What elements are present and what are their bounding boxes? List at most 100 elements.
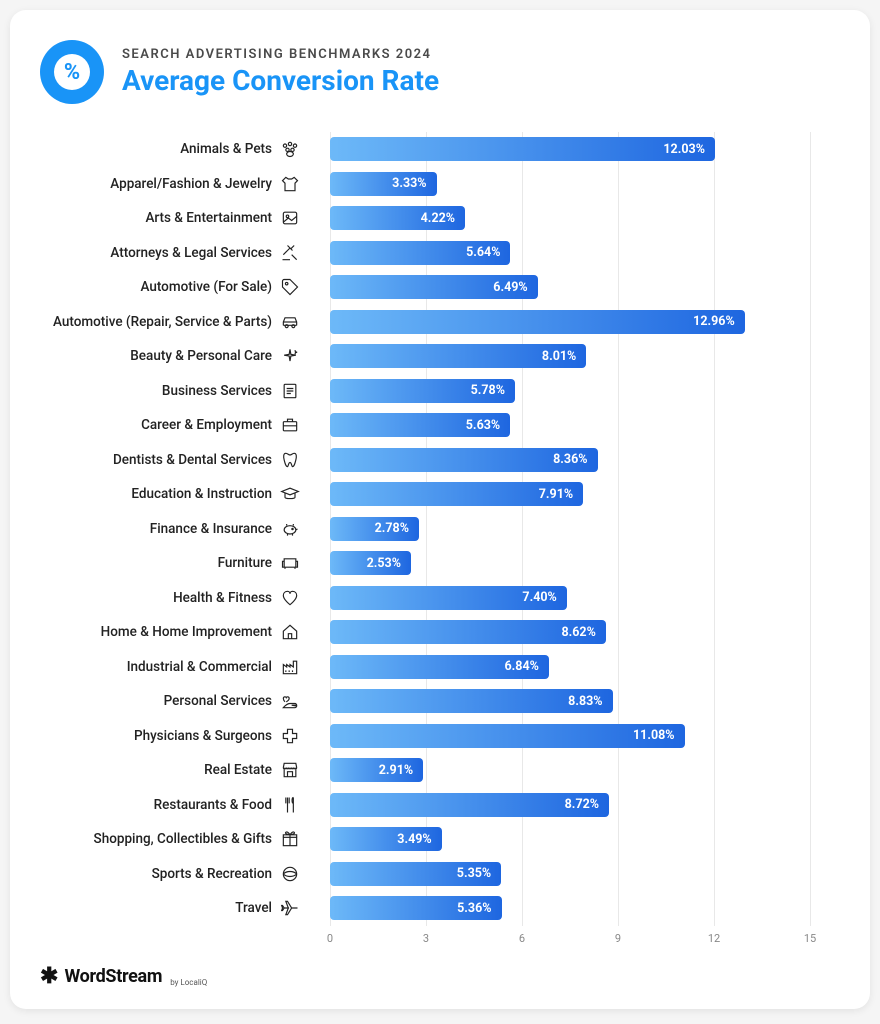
chart-row: Career & Employment 5.63% bbox=[330, 408, 810, 443]
bar-track: 8.01% bbox=[330, 339, 810, 374]
bar: 5.64% bbox=[330, 241, 510, 265]
chart-row: Shopping, Collectibles & Gifts 3.49% bbox=[330, 822, 810, 857]
bar-value: 6.84% bbox=[504, 659, 538, 674]
bar-value: 3.49% bbox=[397, 832, 431, 847]
bar-value: 2.78% bbox=[375, 521, 409, 536]
row-label-area: Home & Home Improvement bbox=[40, 615, 300, 650]
row-label-area: Attorneys & Legal Services bbox=[40, 236, 300, 271]
image-icon bbox=[280, 208, 300, 228]
category-label: Shopping, Collectibles & Gifts bbox=[94, 831, 272, 847]
bar-value: 2.91% bbox=[379, 763, 413, 778]
bar-track: 5.36% bbox=[330, 891, 810, 926]
category-label: Dentists & Dental Services bbox=[113, 452, 272, 468]
plane-icon bbox=[280, 898, 300, 918]
chart-row: Physicians & Surgeons 11.08% bbox=[330, 719, 810, 754]
bar-value: 7.91% bbox=[539, 487, 573, 502]
category-label: Attorneys & Legal Services bbox=[110, 245, 272, 261]
bar-track: 8.72% bbox=[330, 788, 810, 823]
chart-row: Automotive (For Sale) 6.49% bbox=[330, 270, 810, 305]
chart-row: Finance & Insurance 2.78% bbox=[330, 512, 810, 547]
gridline bbox=[810, 132, 811, 926]
document-icon bbox=[280, 381, 300, 401]
bar-track: 7.40% bbox=[330, 581, 810, 616]
row-label-area: Restaurants & Food bbox=[40, 788, 300, 823]
infographic-card: % SEARCH ADVERTISING BENCHMARKS 2024 Ave… bbox=[10, 10, 870, 1009]
bar-value: 12.03% bbox=[663, 142, 705, 157]
bar: 2.78% bbox=[330, 517, 419, 541]
home-icon bbox=[280, 622, 300, 642]
bar-value: 8.01% bbox=[542, 349, 576, 364]
factory-icon bbox=[280, 657, 300, 677]
bar: 5.36% bbox=[330, 896, 502, 920]
category-label: Career & Employment bbox=[141, 417, 272, 433]
row-label-area: Apparel/Fashion & Jewelry bbox=[40, 167, 300, 202]
car-icon bbox=[280, 312, 300, 332]
bar: 2.91% bbox=[330, 758, 423, 782]
bar-value: 5.63% bbox=[466, 418, 500, 433]
chart-row: Education & Instruction 7.91% bbox=[330, 477, 810, 512]
bar: 7.91% bbox=[330, 482, 583, 506]
bar: 6.84% bbox=[330, 655, 549, 679]
chart-row: Health & Fitness 7.40% bbox=[330, 581, 810, 616]
chart-rows: Animals & Pets 12.03% Apparel/Fashion & … bbox=[330, 132, 810, 926]
chart-row: Personal Services 8.83% bbox=[330, 684, 810, 719]
gavel-icon bbox=[280, 243, 300, 263]
bar-value: 3.33% bbox=[392, 176, 426, 191]
header: % SEARCH ADVERTISING BENCHMARKS 2024 Ave… bbox=[40, 40, 840, 104]
bar: 6.49% bbox=[330, 275, 538, 299]
tick-label: 9 bbox=[615, 932, 621, 945]
tick-label: 3 bbox=[423, 932, 429, 945]
tick-label: 15 bbox=[804, 932, 816, 945]
bar: 8.83% bbox=[330, 689, 613, 713]
ball-icon bbox=[280, 864, 300, 884]
bar-track: 2.78% bbox=[330, 512, 810, 547]
tooth-icon bbox=[280, 450, 300, 470]
bar-value: 8.72% bbox=[565, 797, 599, 812]
bar: 7.40% bbox=[330, 586, 567, 610]
category-label: Automotive (Repair, Service & Parts) bbox=[53, 314, 272, 330]
row-label-area: Business Services bbox=[40, 374, 300, 409]
bar: 4.22% bbox=[330, 206, 465, 230]
chart-row: Business Services 5.78% bbox=[330, 374, 810, 409]
storefront-icon bbox=[280, 760, 300, 780]
row-label-area: Industrial & Commercial bbox=[40, 650, 300, 685]
sofa-icon bbox=[280, 553, 300, 573]
category-label: Arts & Entertainment bbox=[145, 210, 272, 226]
paw-icon bbox=[280, 139, 300, 159]
wordstream-logo: ✱ WordStream by LocaliQ bbox=[40, 964, 207, 989]
gift-icon bbox=[280, 829, 300, 849]
sparkle-icon bbox=[280, 346, 300, 366]
bar-track: 5.78% bbox=[330, 374, 810, 409]
bar-track: 11.08% bbox=[330, 719, 810, 754]
bar-value: 8.62% bbox=[561, 625, 595, 640]
bar: 12.96% bbox=[330, 310, 745, 334]
bar-track: 8.62% bbox=[330, 615, 810, 650]
category-label: Home & Home Improvement bbox=[101, 624, 272, 640]
chart-row: Real Estate 2.91% bbox=[330, 753, 810, 788]
brand-name: WordStream bbox=[64, 966, 162, 987]
chart-row: Dentists & Dental Services 8.36% bbox=[330, 443, 810, 478]
tick-label: 6 bbox=[519, 932, 525, 945]
row-label-area: Dentists & Dental Services bbox=[40, 443, 300, 478]
tag-icon bbox=[280, 277, 300, 297]
row-label-area: Health & Fitness bbox=[40, 581, 300, 616]
x-axis: 03691215 bbox=[330, 932, 810, 950]
bar: 2.53% bbox=[330, 551, 411, 575]
bar-track: 3.49% bbox=[330, 822, 810, 857]
category-label: Finance & Insurance bbox=[150, 521, 272, 537]
bar-value: 8.36% bbox=[553, 452, 587, 467]
bar: 3.33% bbox=[330, 172, 437, 196]
bar-value: 8.83% bbox=[568, 694, 602, 709]
chart-row: Travel 5.36% bbox=[330, 891, 810, 926]
chart-row: Apparel/Fashion & Jewelry 3.33% bbox=[330, 167, 810, 202]
bar: 12.03% bbox=[330, 137, 715, 161]
category-label: Beauty & Personal Care bbox=[130, 348, 272, 364]
chart-row: Restaurants & Food 8.72% bbox=[330, 788, 810, 823]
bar-value: 5.78% bbox=[471, 383, 505, 398]
conversion-rate-chart: Animals & Pets 12.03% Apparel/Fashion & … bbox=[40, 132, 840, 950]
bar: 5.63% bbox=[330, 413, 510, 437]
bar: 8.62% bbox=[330, 620, 606, 644]
chart-row: Automotive (Repair, Service & Parts) 12.… bbox=[330, 305, 810, 340]
bar-track: 12.96% bbox=[330, 305, 810, 340]
brand-byline: by LocaliQ bbox=[170, 978, 207, 987]
